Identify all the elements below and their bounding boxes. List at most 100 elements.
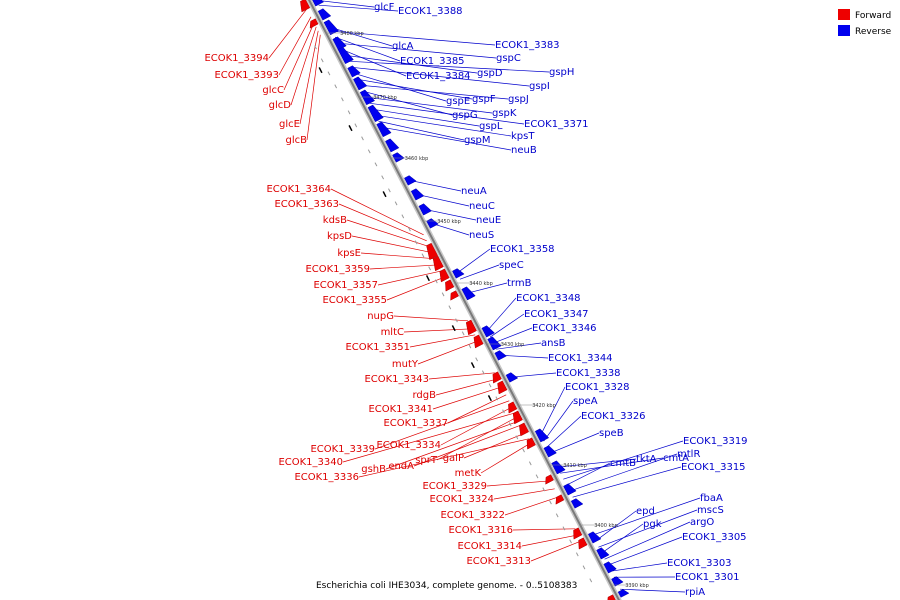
forward-gene-label: ECOK1_3316 <box>448 525 513 536</box>
reverse-gene-label-leader <box>540 386 566 436</box>
forward-gene-label-leader <box>278 16 312 76</box>
reverse-gene-label-leader <box>456 248 491 274</box>
reverse-gene-label-leader <box>350 66 530 87</box>
reverse-gene-label-leader <box>344 54 478 74</box>
axis-tick-label: 3430 kbp <box>501 342 525 348</box>
minor-mark <box>434 279 438 284</box>
minor-mark <box>414 240 418 245</box>
reverse-gene-label: cmtA <box>663 453 689 464</box>
reverse-gene-label-leader <box>347 60 550 73</box>
reverse-gene-feature <box>617 589 630 598</box>
reverse-gene-feature <box>337 46 354 65</box>
reverse-gene-label: ECOK1_3326 <box>581 411 646 422</box>
forward-gene-label: ECOK1_3394 <box>204 53 269 64</box>
forward-gene-label: mltC <box>381 327 404 338</box>
reverse-gene-label: gspJ <box>508 94 529 105</box>
forward-gene-label: gshB <box>361 464 386 475</box>
minor-mark <box>361 136 364 141</box>
forward-gene-label-leader <box>338 203 427 242</box>
reverse-gene-feature <box>481 325 495 338</box>
forward-gene-label-leader <box>512 528 576 531</box>
forward-gene-label: ECOK1_3339 <box>310 444 375 455</box>
reverse-gene-label: speC <box>499 260 524 271</box>
reverse-gene-label-leader <box>486 297 517 332</box>
legend-forward-swatch <box>838 9 850 20</box>
reverse-gene-feature <box>611 576 624 587</box>
reverse-gene-label-leader <box>408 179 462 192</box>
reverse-gene-feature <box>505 372 519 383</box>
reverse-gene-label-leader <box>569 453 678 492</box>
reverse-gene-feature <box>534 428 550 443</box>
forward-gene-label: ECOK1_3340 <box>278 457 343 468</box>
forward-gene-label-leader <box>504 496 559 516</box>
reverse-gene-feature <box>587 531 602 544</box>
forward-gene-feature <box>445 279 455 292</box>
reverse-gene-label: ECOK1_3303 <box>667 558 732 569</box>
minor-mark <box>320 58 324 63</box>
reverse-gene-label: tktA <box>636 454 657 465</box>
reverse-gene-label: gspC <box>496 53 521 64</box>
reverse-gene-label: ECOK1_3315 <box>681 462 746 473</box>
forward-gene-label-leader <box>521 534 579 547</box>
axis-tick-label: 3410 kbp <box>563 463 587 469</box>
reverse-gene-label-leader <box>598 509 698 548</box>
minor-mark <box>367 149 371 154</box>
forward-gene-label: ECOK1_3329 <box>422 481 487 492</box>
minor-mark <box>441 292 445 297</box>
minor-mark <box>542 487 546 492</box>
reverse-gene-label-leader <box>430 222 470 236</box>
reverse-gene-label: glcF <box>374 2 395 13</box>
reverse-gene-feature <box>543 445 557 458</box>
minor-mark <box>495 396 499 401</box>
reverse-gene-label: ECOK1_3384 <box>406 71 471 82</box>
reverse-gene-label: trmB <box>507 278 532 289</box>
forward-gene-label: metK <box>455 468 482 479</box>
minor-mark <box>481 370 485 375</box>
forward-gene-label: ECOK1_3313 <box>466 556 531 567</box>
forward-gene-label: kdsB <box>323 215 347 226</box>
forward-gene-label: glcB <box>286 135 308 146</box>
reverse-gene-label: mscS <box>697 505 724 516</box>
reverse-gene-label: speA <box>573 396 598 407</box>
forward-gene-label: kpsD <box>327 231 352 242</box>
reverse-gene-label: mtlR <box>677 449 700 460</box>
legend-reverse-swatch <box>838 25 850 36</box>
forward-gene-label-leader <box>413 424 522 467</box>
forward-gene-feature <box>519 422 530 437</box>
minor-mark <box>535 474 539 479</box>
minor-mark <box>382 191 387 198</box>
reverse-gene-label: ECOK1_3348 <box>516 293 581 304</box>
forward-gene-feature <box>450 290 459 301</box>
reverse-gene-label: glcA <box>392 41 414 52</box>
reverse-gene-label-leader <box>543 400 574 442</box>
reverse-gene-label-leader <box>595 510 637 542</box>
forward-gene-label: rdgB <box>413 390 437 401</box>
reverse-gene-feature <box>312 0 325 7</box>
minor-mark <box>488 383 492 388</box>
forward-gene-label: ECOK1_3336 <box>294 472 359 483</box>
forward-gene-label: ECOK1_3364 <box>266 184 331 195</box>
forward-gene-label-leader <box>385 420 520 470</box>
forward-gene-feature <box>578 537 588 550</box>
backbone-line <box>307 0 621 600</box>
reverse-gene-feature <box>376 121 392 138</box>
forward-gene-label: kpsE <box>337 248 361 259</box>
reverse-gene-label-leader <box>467 282 508 294</box>
minor-mark <box>455 318 458 323</box>
forward-gene-feature <box>492 371 502 384</box>
forward-gene-feature <box>426 242 439 261</box>
reverse-gene-label-leader <box>369 102 525 125</box>
reverse-gene-label-leader <box>496 342 542 350</box>
reverse-gene-label: ECOK1_3347 <box>524 309 589 320</box>
reverse-gene-label: ansB <box>541 338 566 349</box>
reverse-gene-feature <box>359 89 376 106</box>
minor-mark <box>555 513 559 518</box>
reverse-gene-feature <box>347 65 361 78</box>
forward-gene-label-leader <box>346 219 430 248</box>
reverse-gene-label: ECOK1_3383 <box>495 40 560 51</box>
reverse-gene-label-leader <box>566 462 611 486</box>
forward-gene-label-leader <box>486 480 551 487</box>
forward-gene-label-leader <box>386 276 446 301</box>
forward-gene-label-leader <box>283 22 315 91</box>
